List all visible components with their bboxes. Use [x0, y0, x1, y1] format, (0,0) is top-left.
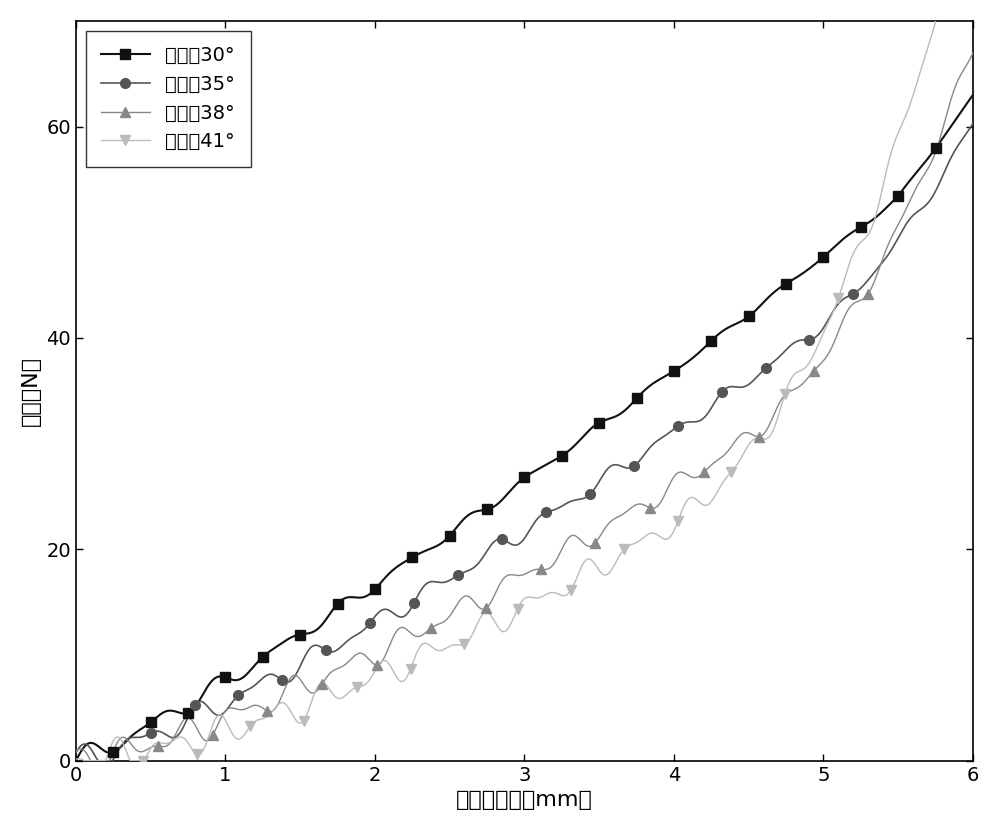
- X-axis label: 压缩位移量（mm）: 压缩位移量（mm）: [456, 790, 593, 810]
- Legend: 倾斜角30°, 倾斜角35°, 倾斜角38°, 倾斜角41°: 倾斜角30°, 倾斜角35°, 倾斜角38°, 倾斜角41°: [86, 31, 251, 167]
- Y-axis label: 载荷（N）: 载荷（N）: [21, 356, 41, 425]
